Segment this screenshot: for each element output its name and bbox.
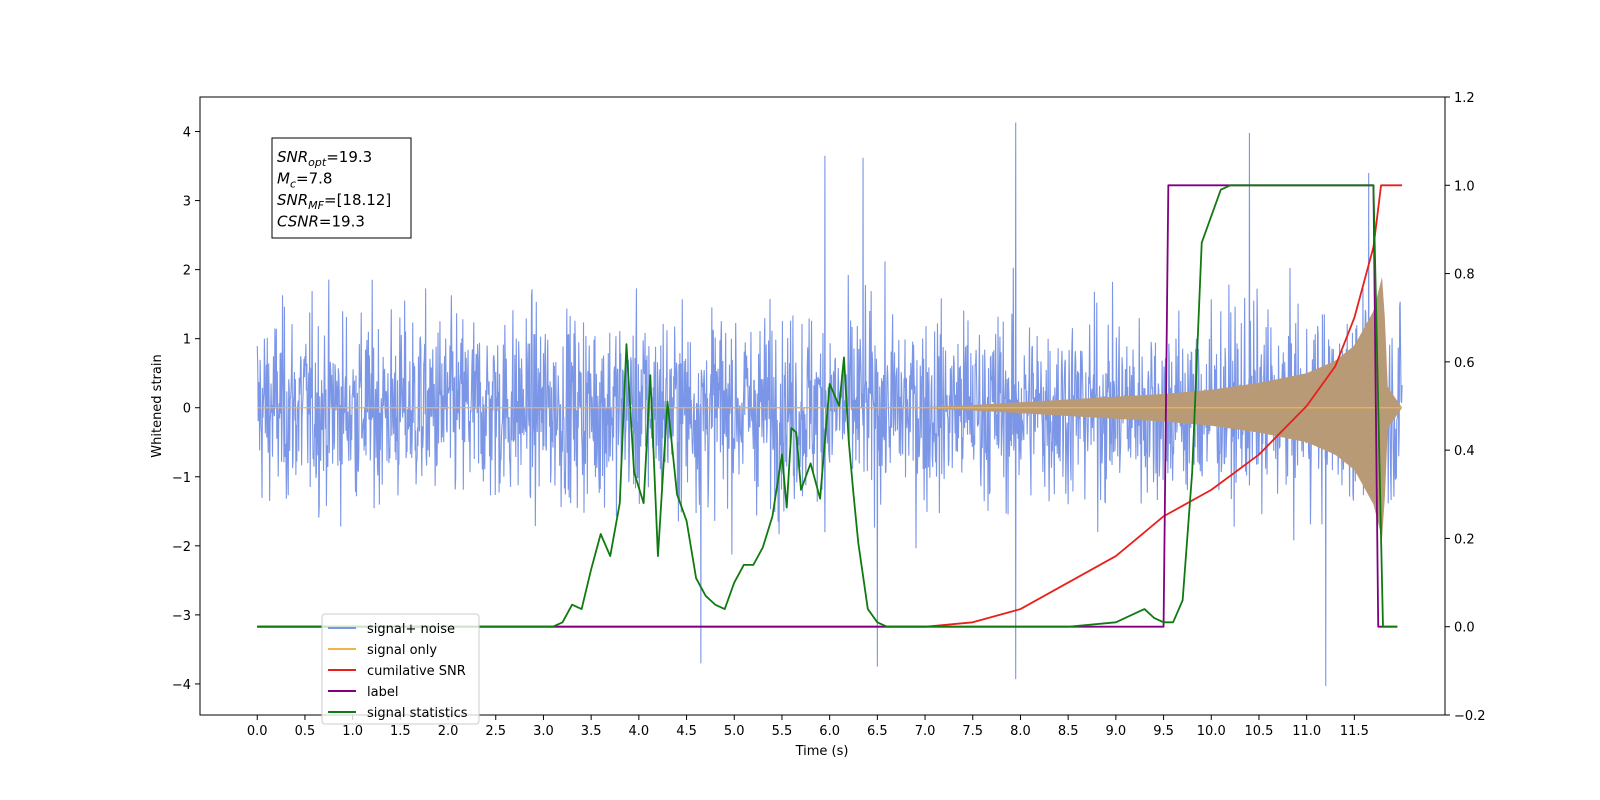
legend-label: signal+ noise (367, 622, 455, 637)
y-left-tick-label: −2 (172, 540, 191, 555)
x-tick-label: 0.0 (247, 724, 268, 739)
legend-label: cumilative SNR (367, 664, 466, 679)
y-right-tick-label: 1.2 (1454, 91, 1475, 106)
x-axis: 0.0 0.5 1.0 1.5 2.0 2.5 3.0 3.5 4.0 4.5 5.0 5.5 6.0 6… (247, 715, 1369, 739)
x-tick-label: 3.5 (581, 724, 602, 739)
y-left-tick-label: 4 (183, 126, 191, 141)
annotation-frame (271, 137, 412, 239)
x-tick-label: 1.5 (390, 724, 411, 739)
x-tick-label: 2.5 (485, 724, 506, 739)
x-tick-label: 6.5 (867, 724, 888, 739)
y-right-tick-label: 0.8 (1454, 268, 1475, 283)
x-tick-label: 1.0 (342, 724, 363, 739)
x-tick-label: 5.0 (724, 724, 745, 739)
y-axis-right: −0.2 0.0 0.2 0.4 0.6 0.8 1.0 1.2 (1445, 91, 1486, 724)
x-tick-label: 7.5 (962, 724, 983, 739)
x-tick-label: 5.5 (772, 724, 793, 739)
y-right-tick-label: 1.0 (1454, 179, 1475, 194)
x-tick-label: 11.5 (1340, 724, 1369, 739)
series-layer (256, 122, 1403, 687)
annotation-line: SNRopt=19.3 (277, 148, 372, 169)
x-tick-label: 7.0 (915, 724, 936, 739)
annotation-line: Mc=7.8 (277, 170, 332, 191)
x-tick-label: 10.0 (1197, 724, 1226, 739)
legend-label: signal statistics (367, 706, 468, 721)
y-axis-left: −4 −3 −2 −1 0 1 2 3 4 (172, 126, 200, 693)
y-left-tick-label: −3 (172, 609, 191, 624)
annotation-line: SNRMF=[18.12] (277, 191, 391, 212)
x-tick-label: 10.5 (1244, 724, 1273, 739)
y-left-tick-label: 2 (183, 264, 191, 279)
x-tick-label: 11.0 (1292, 724, 1321, 739)
y-left-tick-label: 1 (183, 333, 191, 348)
series-signal-statistics (257, 184, 1398, 628)
y-right-tick-label: 0.0 (1454, 621, 1475, 636)
series-cumilative-snr (257, 184, 1403, 628)
y-right-tick-label: 0.6 (1454, 356, 1475, 371)
y-left-tick-label: 0 (183, 402, 191, 417)
y-left-tick-label: 3 (183, 195, 191, 210)
y-right-tick-label: 0.2 (1454, 532, 1475, 547)
legend: signal+ noise signal only cumilative SNR la… (321, 613, 480, 725)
plot-frame (199, 96, 1446, 716)
x-axis-label: Time (s) (795, 744, 849, 759)
x-tick-label: 9.0 (1106, 724, 1127, 739)
y-right-tick-label: −0.2 (1454, 709, 1486, 724)
y-left-tick-label: −4 (172, 678, 191, 693)
annotation-line: CSNR=19.3 (277, 213, 365, 231)
legend-frame (321, 613, 480, 725)
x-tick-label: 8.0 (1010, 724, 1031, 739)
x-tick-label: 8.5 (1058, 724, 1079, 739)
x-tick-label: 4.0 (629, 724, 650, 739)
y-left-tick-label: −1 (172, 471, 191, 486)
x-tick-label: 3.0 (533, 724, 554, 739)
legend-label: label (367, 685, 398, 700)
series-signal-noise (256, 122, 1403, 687)
x-tick-label: 6.0 (819, 724, 840, 739)
x-tick-label: 9.5 (1153, 724, 1174, 739)
y-right-tick-label: 0.4 (1454, 444, 1475, 459)
x-tick-label: 2.0 (438, 724, 459, 739)
x-tick-label: 0.5 (295, 724, 316, 739)
y-axis-label-left: Whitened strain (150, 354, 165, 457)
x-tick-label: 4.5 (676, 724, 697, 739)
legend-label: signal only (367, 643, 437, 658)
